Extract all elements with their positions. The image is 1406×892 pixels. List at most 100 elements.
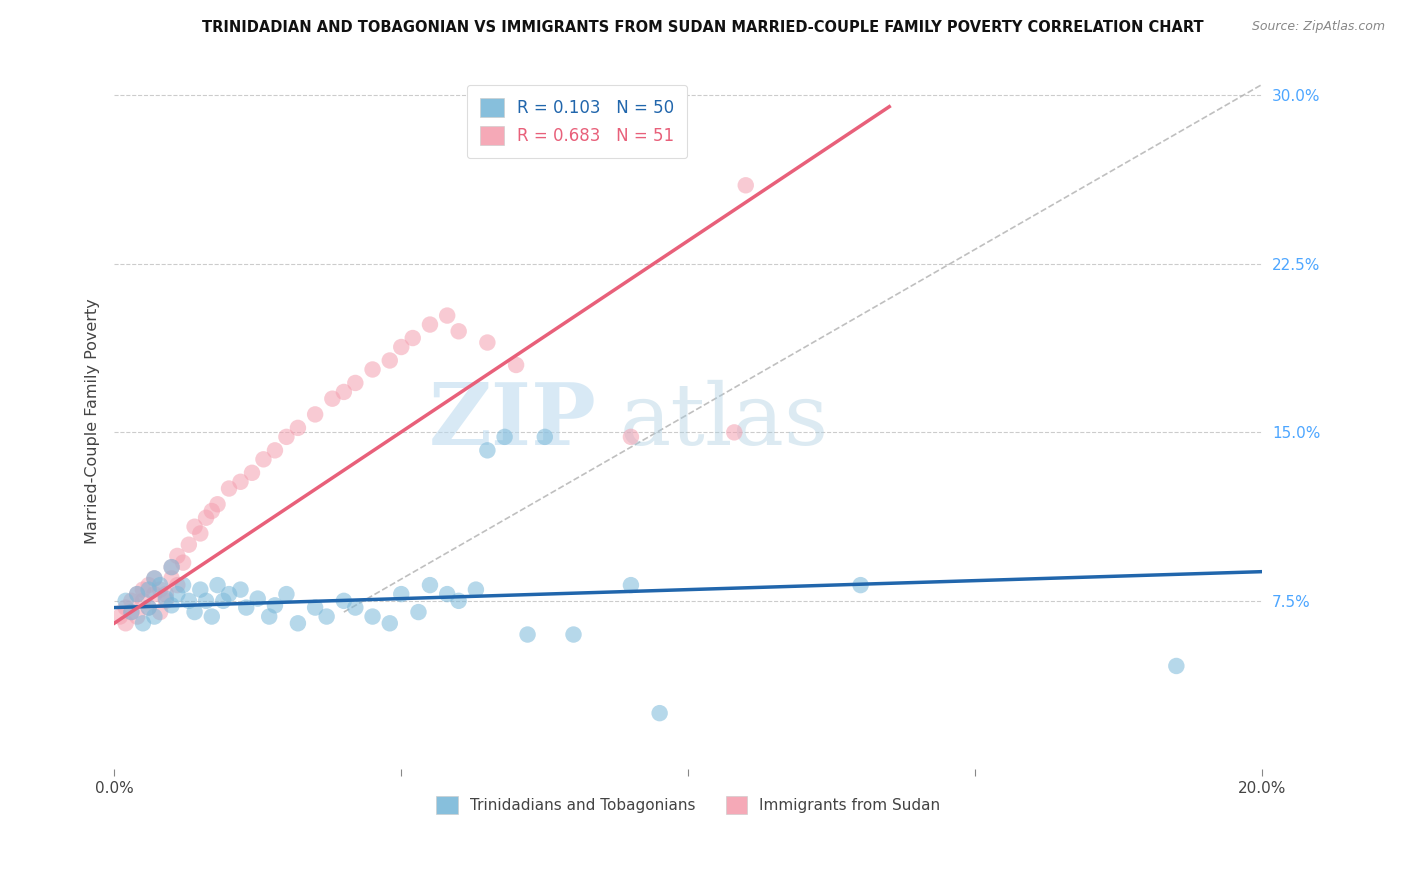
Point <box>321 392 343 406</box>
Point <box>155 591 177 606</box>
Point <box>333 384 356 399</box>
Point <box>333 594 356 608</box>
Point <box>344 600 367 615</box>
Point <box>143 609 166 624</box>
Point <box>143 587 166 601</box>
Point <box>235 600 257 615</box>
Point <box>477 335 499 350</box>
Point <box>195 510 218 524</box>
Point <box>132 582 155 597</box>
Point <box>229 582 252 597</box>
Point <box>408 605 430 619</box>
Point <box>108 609 131 624</box>
Point <box>172 578 194 592</box>
Point <box>257 609 280 624</box>
Point <box>304 408 326 422</box>
Point <box>114 616 136 631</box>
Point <box>620 578 643 592</box>
Point <box>114 594 136 608</box>
Point <box>436 309 458 323</box>
Point <box>188 526 211 541</box>
Point <box>464 582 486 597</box>
Point <box>127 609 149 624</box>
Point <box>160 560 183 574</box>
Point <box>287 421 309 435</box>
Point <box>436 587 458 601</box>
Point <box>389 587 412 601</box>
Point <box>304 600 326 615</box>
Point <box>207 578 229 592</box>
Point <box>648 706 671 720</box>
Point <box>155 587 177 601</box>
Point <box>723 425 745 440</box>
Point <box>287 616 309 631</box>
Point <box>516 627 538 641</box>
Point <box>378 616 401 631</box>
Point <box>166 587 188 601</box>
Point <box>155 594 177 608</box>
Point <box>114 600 136 615</box>
Point <box>149 605 172 619</box>
Point <box>419 318 441 332</box>
Point <box>201 504 224 518</box>
Point <box>138 600 160 615</box>
Point <box>183 519 205 533</box>
Point <box>138 578 160 592</box>
Point <box>143 571 166 585</box>
Point <box>1166 659 1188 673</box>
Point <box>127 587 149 601</box>
Point <box>240 466 263 480</box>
Point <box>276 430 298 444</box>
Point <box>212 594 235 608</box>
Point <box>138 600 160 615</box>
Point <box>402 331 425 345</box>
Point <box>734 178 756 193</box>
Point <box>361 609 384 624</box>
Point <box>177 538 200 552</box>
Point <box>378 353 401 368</box>
Point <box>172 556 194 570</box>
Text: Source: ZipAtlas.com: Source: ZipAtlas.com <box>1251 20 1385 33</box>
Point <box>494 430 516 444</box>
Point <box>246 591 269 606</box>
Point <box>120 605 142 619</box>
Legend: Trinidadians and Tobagonians, Immigrants from Sudan: Trinidadians and Tobagonians, Immigrants… <box>426 785 952 824</box>
Point <box>138 582 160 597</box>
Point <box>264 443 287 458</box>
Point <box>166 578 188 592</box>
Point <box>160 599 183 613</box>
Point <box>120 605 142 619</box>
Point <box>849 578 872 592</box>
Point <box>276 587 298 601</box>
Point <box>477 443 499 458</box>
Text: atlas: atlas <box>620 380 828 463</box>
Point <box>447 594 470 608</box>
Point <box>229 475 252 489</box>
Point <box>252 452 274 467</box>
Point <box>127 587 149 601</box>
Point <box>120 594 142 608</box>
Point <box>160 571 183 585</box>
Text: ZIP: ZIP <box>429 379 596 463</box>
Point <box>201 609 224 624</box>
Point <box>315 609 337 624</box>
Point <box>361 362 384 376</box>
Point <box>218 482 240 496</box>
Point <box>620 430 643 444</box>
Point <box>132 616 155 631</box>
Point <box>149 578 172 592</box>
Point <box>143 571 166 585</box>
Point <box>562 627 585 641</box>
Point <box>160 560 183 574</box>
Point <box>505 358 527 372</box>
Point <box>389 340 412 354</box>
Text: TRINIDADIAN AND TOBAGONIAN VS IMMIGRANTS FROM SUDAN MARRIED-COUPLE FAMILY POVERT: TRINIDADIAN AND TOBAGONIAN VS IMMIGRANTS… <box>202 20 1204 35</box>
Point <box>177 594 200 608</box>
Point <box>188 582 211 597</box>
Point <box>447 324 470 338</box>
Point <box>344 376 367 390</box>
Point <box>264 599 287 613</box>
Point <box>195 594 218 608</box>
Point <box>207 497 229 511</box>
Point <box>166 549 188 563</box>
